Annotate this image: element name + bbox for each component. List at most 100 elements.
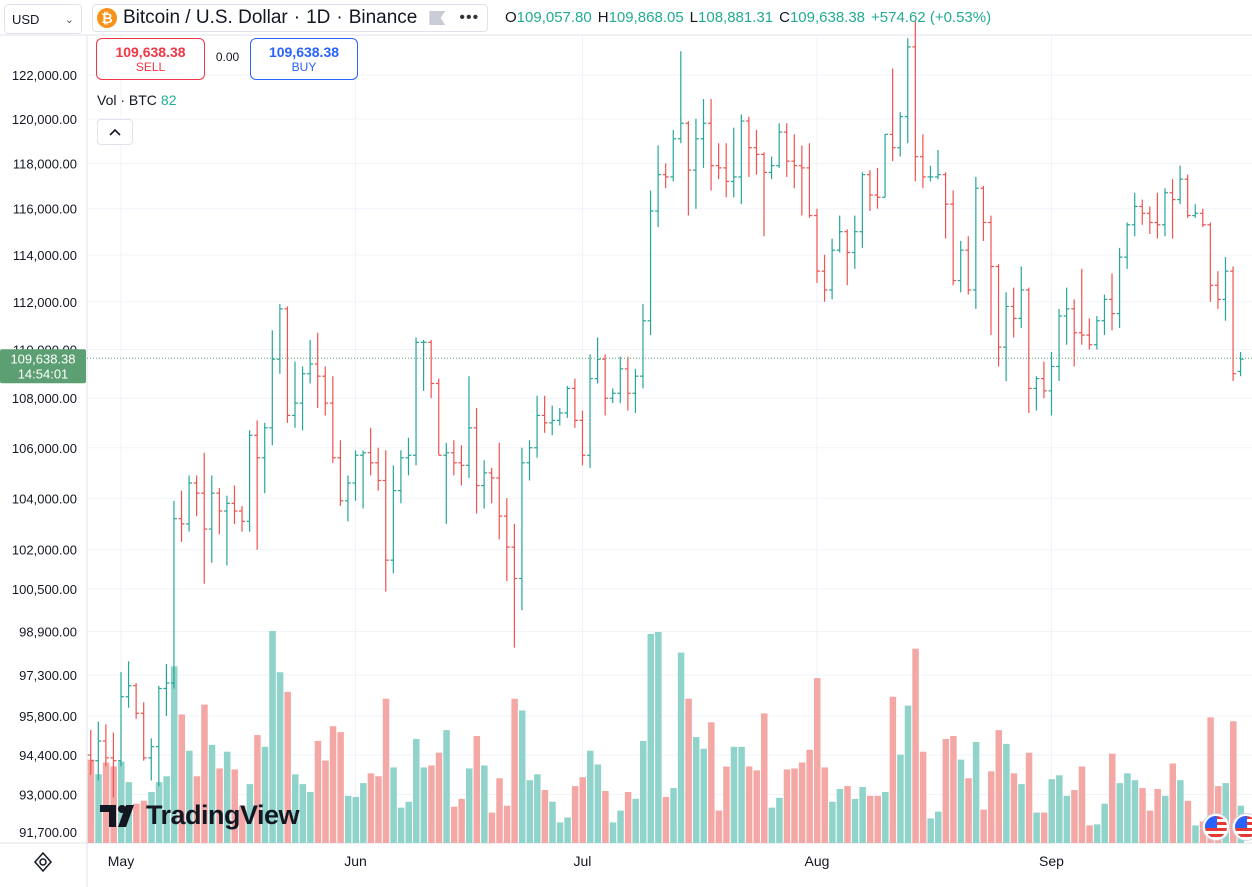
tradingview-logo[interactable]: TradingView (100, 800, 300, 831)
volume-legend[interactable]: Vol · BTC 82 (97, 92, 176, 108)
volume-bars (87, 631, 1245, 843)
volume-bar (496, 778, 503, 843)
more-icon[interactable]: ••• (459, 9, 480, 26)
ohlc-bar (844, 229, 851, 286)
volume-bar (1078, 766, 1086, 843)
volume-bar (1109, 753, 1116, 843)
volume-bar (193, 776, 201, 843)
volume-bar (360, 783, 367, 843)
ohlc-bar (133, 683, 140, 719)
settings-icon[interactable] (32, 851, 54, 873)
ohlc-bar (1154, 192, 1161, 239)
volume-bar (1139, 788, 1146, 843)
price-tick-label: 102,000.00 (12, 543, 77, 558)
chart-grid (0, 34, 1252, 887)
chevron-down-icon: ⌄ (64, 13, 74, 26)
ohlc-bar (957, 240, 964, 293)
ohlc-bar (1139, 199, 1146, 225)
ohlc-bar (1124, 222, 1131, 269)
ohlc-bar (579, 410, 586, 466)
volume-bar (723, 766, 730, 843)
sell-label: SELL (135, 60, 166, 74)
volume-bar (1222, 783, 1229, 843)
volume-bar (223, 751, 231, 843)
price-tick-label: 91,700.00 (19, 825, 77, 840)
ohlc-bar (776, 123, 783, 168)
ohlc-bar (829, 238, 836, 300)
volume-bar (148, 791, 155, 843)
ohlc-bar (571, 378, 578, 428)
ohlc-bar (269, 330, 276, 446)
volume-bar (450, 806, 458, 843)
ohlc-bar (1056, 308, 1063, 382)
low-value: 108,881.31 (698, 9, 774, 26)
volume-bar (231, 769, 238, 843)
time-tick-label: Aug (805, 853, 830, 869)
collapse-legend-button[interactable] (97, 119, 133, 145)
ohlc-bar (307, 339, 314, 384)
time-tick-label: May (108, 853, 134, 869)
last-price-tag (0, 349, 86, 384)
volume-bar (155, 782, 163, 843)
volume-bar (1131, 780, 1139, 843)
ohlc-bar (950, 190, 957, 286)
ohlc-bar (882, 133, 889, 198)
currency-select[interactable]: USD ⌄ (4, 4, 82, 34)
volume-bar (942, 738, 950, 843)
ohlc-bar (541, 395, 548, 433)
volume-bar (957, 759, 965, 843)
volume-bar (428, 765, 435, 843)
ohlc-bar (897, 112, 904, 157)
volume-bar (919, 751, 927, 843)
ohlc-bar (761, 152, 768, 237)
volume-bar (307, 791, 314, 843)
volume-bar (239, 805, 246, 843)
volume-bar (1124, 773, 1131, 843)
price-axis[interactable]: 91,700.00 93,000.00 94,400.00 95,800.00 97,3… (0, 68, 86, 840)
volume-bar (1086, 825, 1093, 843)
ohlc-bar (186, 475, 193, 532)
symbol-info[interactable]: ₿ Bitcoin / U.S. Dollar · 1D · Binance •… (92, 4, 489, 32)
ohlc-bar (246, 430, 253, 532)
volume-bar (602, 790, 609, 843)
ohlc-bar (208, 475, 215, 563)
ohlc-bar (919, 134, 926, 189)
volume-bar (685, 698, 692, 843)
ohlc-bar (344, 475, 351, 522)
ohlc-bar (390, 465, 397, 574)
buy-label: BUY (291, 60, 317, 74)
ohlc-bar (624, 356, 631, 411)
volume-bar (534, 774, 541, 843)
sell-button[interactable]: 109,638.38 SELL (96, 38, 205, 80)
volume-bar (473, 736, 481, 843)
currency-label: USD (12, 11, 40, 27)
ohlc-bar (1214, 271, 1221, 309)
ohlc-bar (481, 460, 488, 509)
time-axis[interactable]: MayJunJulAugSepO (108, 853, 1252, 869)
volume-bar (995, 730, 1003, 843)
volume-bar (367, 773, 375, 843)
volume-bar (579, 777, 586, 843)
close-value: 109,638.38 (789, 9, 866, 26)
ohlc-bar (987, 215, 994, 336)
volume-bar (1116, 783, 1124, 843)
ohlc-bar (1040, 361, 1047, 399)
us-flag-icon[interactable] (1233, 814, 1252, 840)
flag-icon[interactable] (429, 11, 446, 25)
buy-button[interactable]: 109,638.38 BUY (250, 38, 358, 80)
us-flag-icon[interactable] (1203, 814, 1229, 840)
ohlc-bar (715, 143, 722, 180)
volume-bar (730, 746, 738, 843)
ohlc-bar (110, 732, 117, 798)
volume-bar (1063, 795, 1071, 843)
price-tick-label: 98,900.00 (19, 625, 77, 640)
ohlc-bar (1048, 351, 1055, 416)
volume-bar (186, 750, 193, 843)
ohlc-values: O109,057.80 H109,868.05 L108,881.31 C109… (505, 9, 991, 26)
ohlc-bar (261, 422, 268, 494)
volume-bar (738, 746, 745, 843)
ohlc-bar (458, 445, 465, 486)
ohlc-bar (337, 440, 344, 506)
